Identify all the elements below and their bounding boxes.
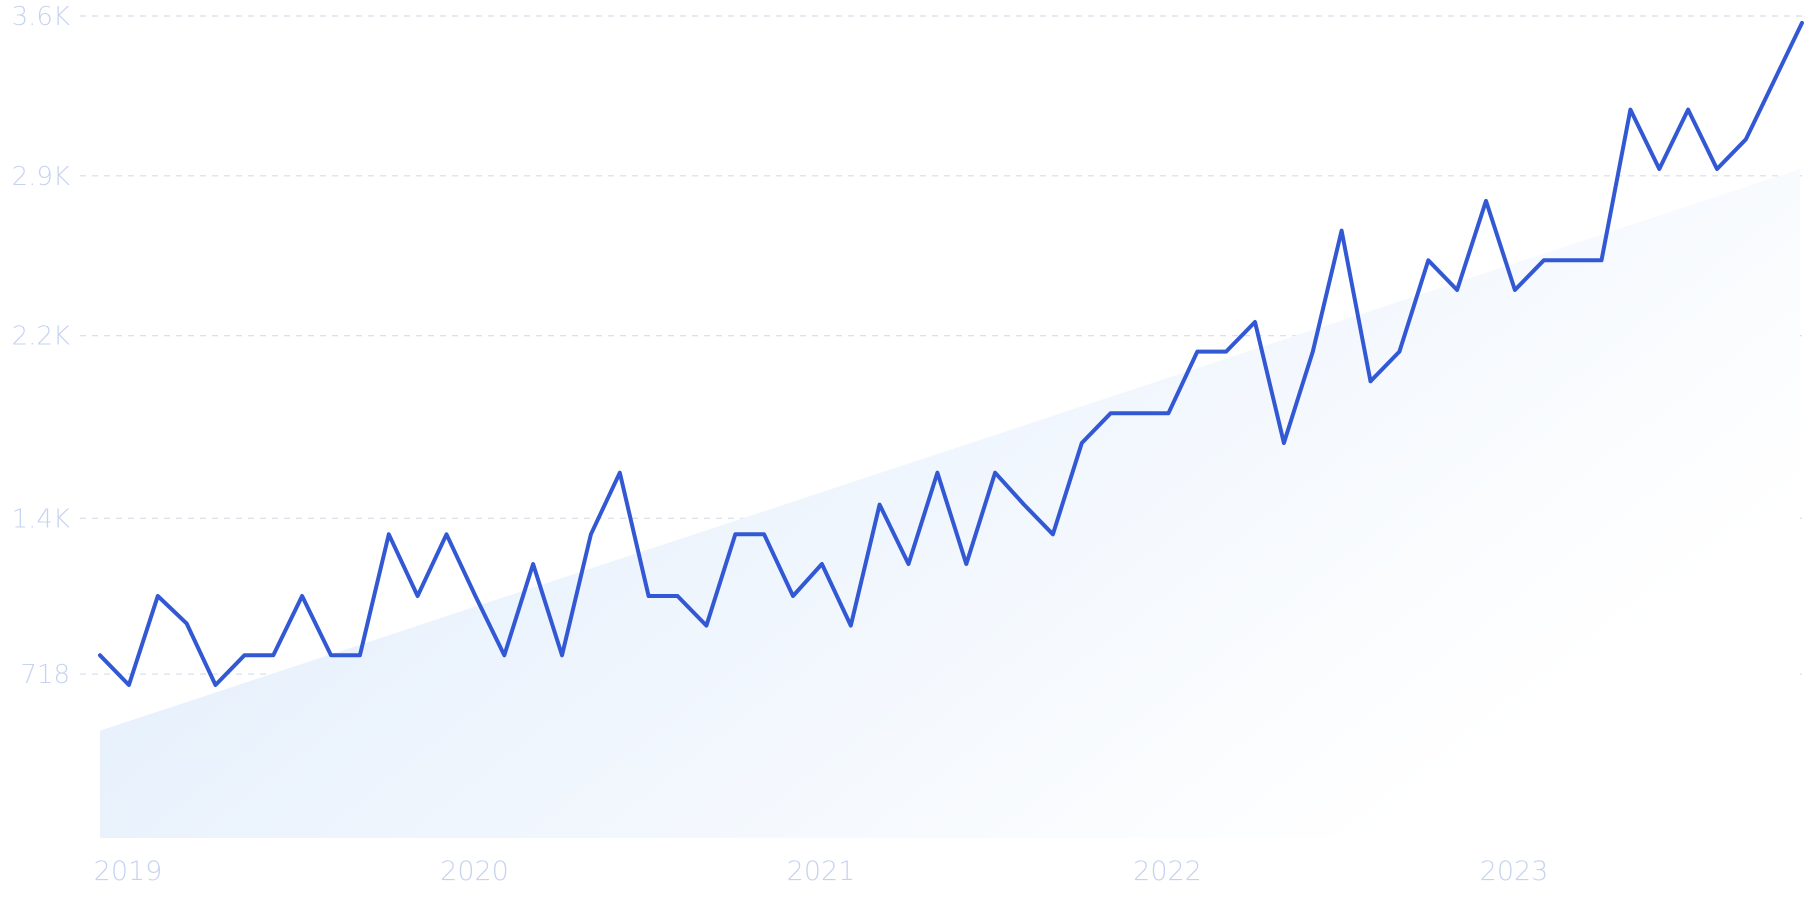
series-line-layer <box>98 20 1804 687</box>
y-axis-ticks: 718 1.4K 2.2K 2.9K 3.6K <box>12 2 70 690</box>
series-line <box>98 20 1804 687</box>
data-point <box>1369 379 1373 383</box>
y-tick-label: 3.6K <box>12 2 70 32</box>
data-point <box>849 624 853 628</box>
data-point <box>445 532 449 536</box>
data-point <box>387 532 391 536</box>
y-tick-label: 718 <box>20 660 70 690</box>
data-point <box>762 532 766 536</box>
data-point <box>329 653 333 657</box>
data-point <box>1628 108 1632 112</box>
data-point <box>185 621 189 625</box>
data-point <box>1195 350 1199 354</box>
data-point <box>1484 199 1488 203</box>
data-point <box>502 653 506 657</box>
data-point <box>1715 167 1719 171</box>
x-tick-label: 2019 <box>94 856 163 887</box>
data-point <box>820 562 824 566</box>
data-point <box>704 624 708 628</box>
data-point <box>560 653 564 657</box>
data-point <box>1426 258 1430 262</box>
data-point <box>878 503 882 507</box>
data-point <box>1253 320 1257 324</box>
y-tick-label: 1.4K <box>12 504 70 534</box>
x-tick-label: 2020 <box>440 856 509 887</box>
data-point <box>1138 411 1142 415</box>
trend-area-layer <box>100 168 1800 838</box>
data-point <box>242 653 246 657</box>
data-point <box>1513 288 1517 292</box>
x-axis-ticks: 2019 2020 2021 2022 2023 <box>94 856 1549 887</box>
x-tick-label: 2023 <box>1480 856 1549 887</box>
data-point <box>1657 167 1661 171</box>
data-point <box>1166 411 1170 415</box>
data-point <box>1686 108 1690 112</box>
data-point <box>1800 21 1804 25</box>
data-point <box>647 594 651 598</box>
data-point <box>1542 258 1546 262</box>
data-point <box>589 532 593 536</box>
trend-area <box>100 168 1800 838</box>
data-point <box>531 562 535 566</box>
data-point <box>127 683 131 687</box>
data-point <box>733 532 737 536</box>
data-point <box>300 594 304 598</box>
data-point <box>1080 441 1084 445</box>
data-point <box>618 471 622 475</box>
y-tick-label: 2.9K <box>12 162 70 192</box>
data-point <box>907 562 911 566</box>
data-point <box>1051 532 1055 536</box>
data-point <box>358 653 362 657</box>
data-point <box>1340 229 1344 233</box>
x-tick-label: 2022 <box>1133 856 1202 887</box>
data-point <box>1600 258 1604 262</box>
data-point <box>791 594 795 598</box>
data-point <box>993 471 997 475</box>
data-point <box>1744 137 1748 141</box>
data-point <box>416 594 420 598</box>
data-point <box>271 653 275 657</box>
data-point <box>156 594 160 598</box>
data-point <box>473 594 477 598</box>
data-point <box>1311 350 1315 354</box>
data-point <box>98 653 102 657</box>
data-point <box>1109 411 1113 415</box>
data-point <box>1571 258 1575 262</box>
data-point <box>935 471 939 475</box>
data-point <box>676 594 680 598</box>
data-point <box>1224 350 1228 354</box>
data-point <box>214 683 218 687</box>
data-point <box>1397 350 1401 354</box>
x-tick-label: 2021 <box>787 856 856 887</box>
data-point <box>1022 503 1026 507</box>
data-point <box>1282 441 1286 445</box>
data-point <box>1455 288 1459 292</box>
y-tick-label: 2.2K <box>12 322 70 352</box>
data-point <box>964 562 968 566</box>
